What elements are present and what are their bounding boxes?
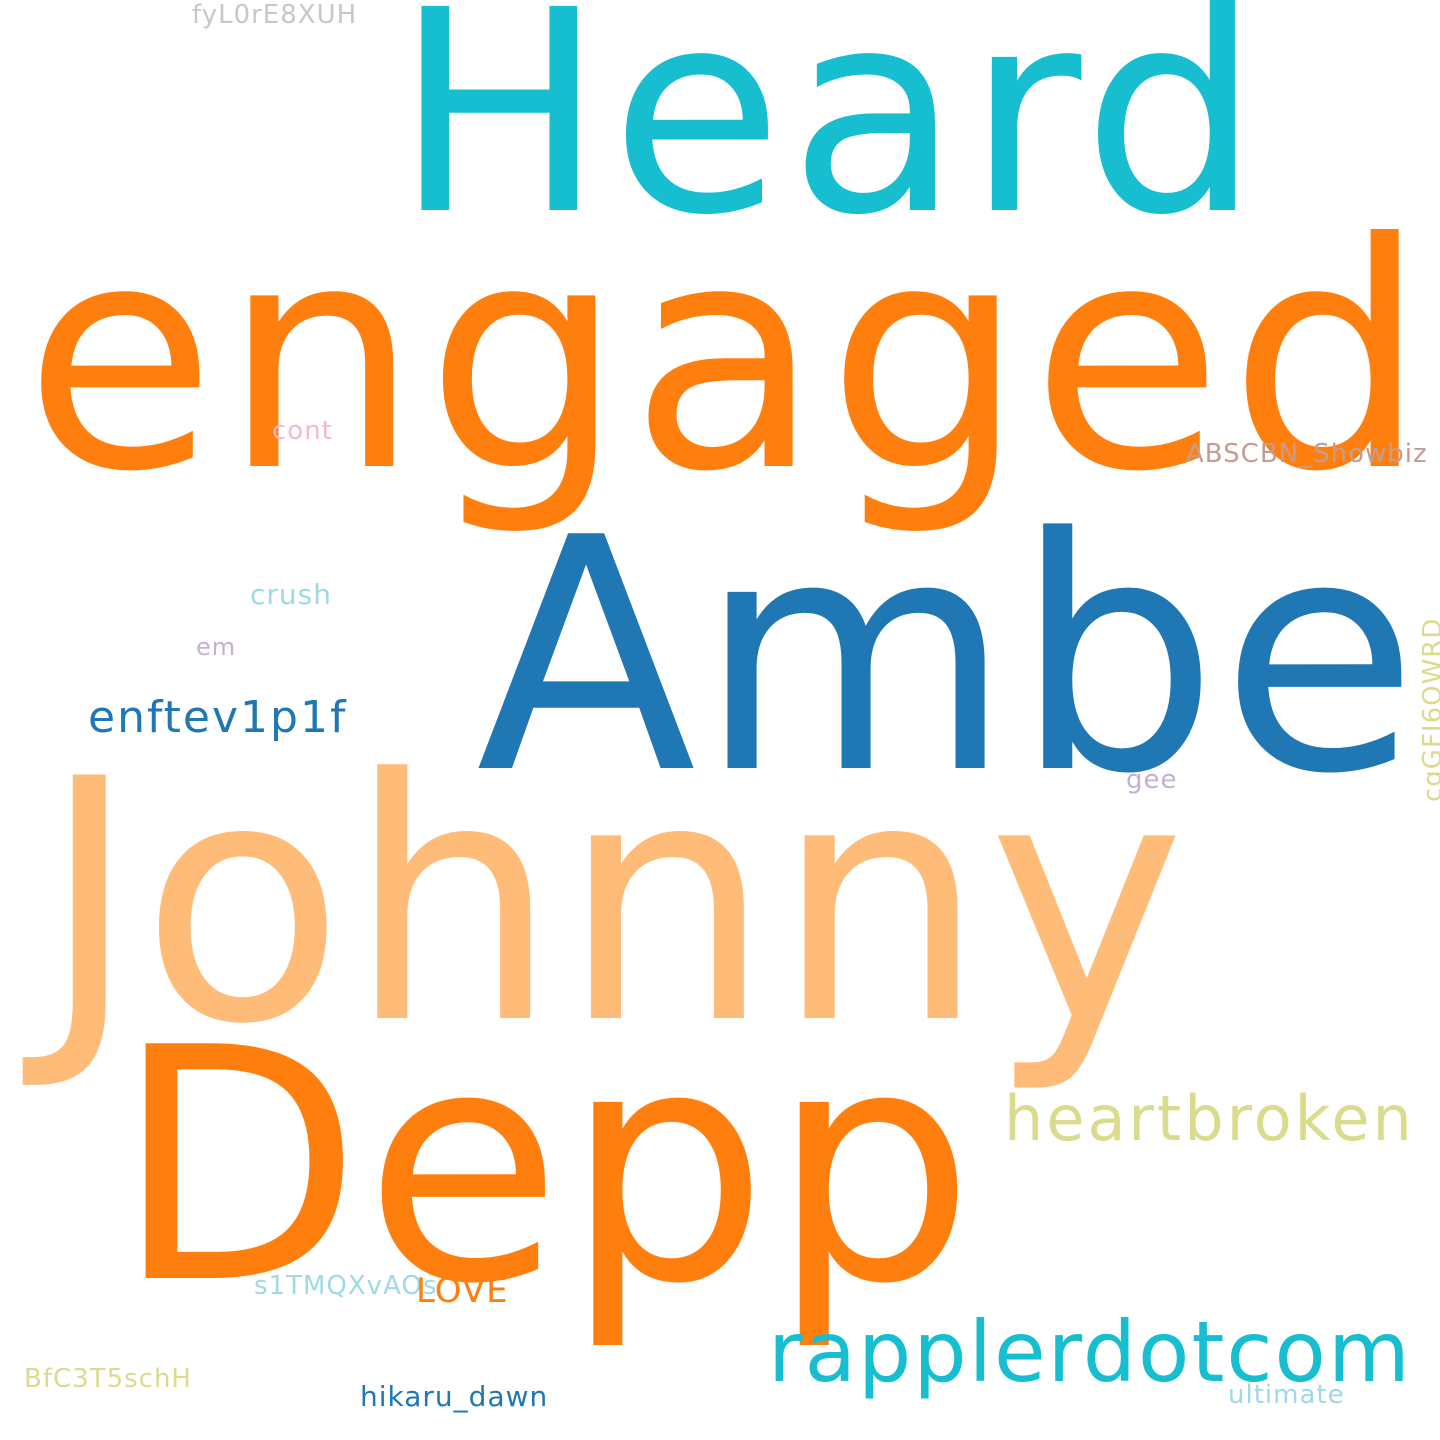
word-hikaru-dawn: hikaru_dawn bbox=[360, 1380, 549, 1413]
word-amber: Amber bbox=[476, 469, 1440, 844]
word-abscbn-showbiz: ABSCBN_Showbiz bbox=[1186, 439, 1428, 469]
word-heard: Heard bbox=[394, 0, 1267, 277]
word-crush: crush bbox=[250, 578, 332, 611]
word-cggfj6qwrd: cgGFJ6QWRD bbox=[1418, 617, 1440, 802]
word-engaged: engaged bbox=[24, 176, 1433, 540]
word-depp: Depp bbox=[114, 979, 977, 1354]
word-fyl0re8xuh: fyL0rE8XUH bbox=[192, 0, 358, 30]
word-enftev1p1f: enftev1p1f bbox=[88, 692, 348, 743]
word-rapplerdotcom: rapplerdotcom bbox=[768, 1303, 1412, 1401]
word-love: LOVE bbox=[416, 1271, 509, 1311]
word-s1tmqxvaos: s1TMQXvAOs bbox=[254, 1271, 438, 1301]
word-ultimate: ultimate bbox=[1228, 1380, 1345, 1410]
word-bfc3t5schh: BfC3T5schH bbox=[24, 1364, 192, 1394]
word-johnny: Johnny bbox=[40, 708, 1188, 1097]
word-heartbroken: heartbroken bbox=[1004, 1082, 1415, 1155]
word-em: em bbox=[196, 633, 237, 661]
word-cont: cont bbox=[272, 416, 333, 446]
word-gee: gee bbox=[1126, 765, 1178, 795]
